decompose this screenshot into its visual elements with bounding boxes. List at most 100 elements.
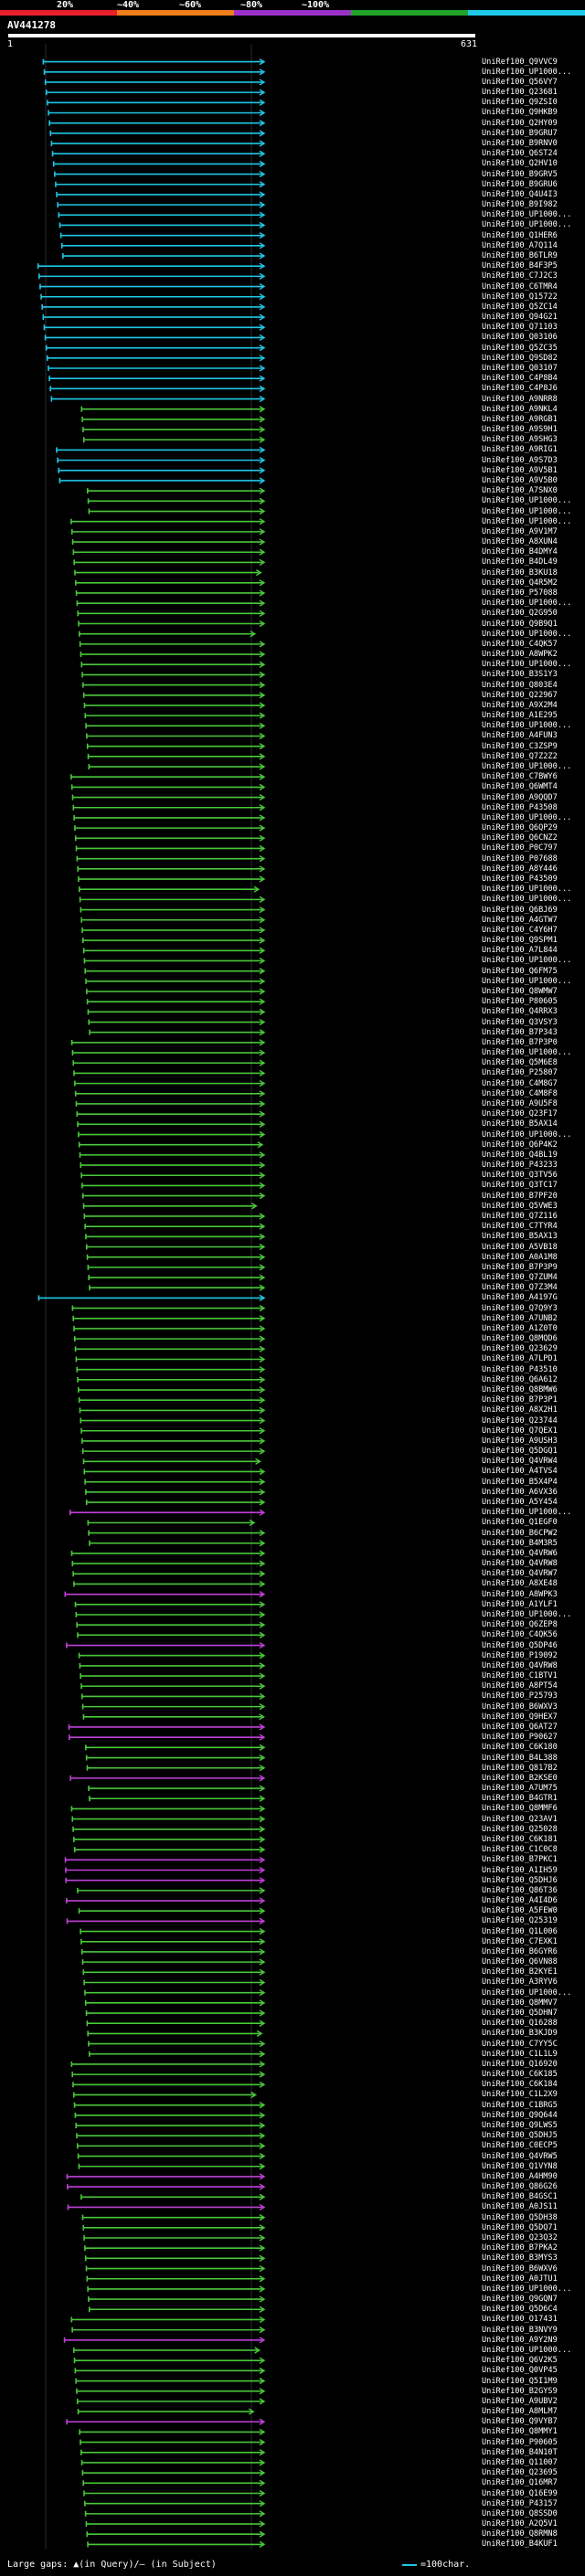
hit-label[interactable]: UniRef100_A5FEW0 — [482, 1906, 558, 1916]
hit-label[interactable]: UniRef100_A9NRR8 — [482, 394, 558, 404]
hit-label[interactable]: UniRef100_UP1000... — [482, 496, 572, 506]
hit-label[interactable]: UniRef100_A9RIG1 — [482, 445, 558, 455]
hit-label[interactable]: UniRef100_P43510 — [482, 1364, 558, 1374]
hit-label[interactable]: UniRef100_B7PF20 — [482, 1191, 558, 1201]
hit-label[interactable]: UniRef100_P57088 — [482, 588, 558, 598]
hit-label[interactable]: UniRef100_Q1L006 — [482, 1926, 558, 1936]
hit-label[interactable]: UniRef100_Q1EGF0 — [482, 1518, 558, 1528]
hit-label[interactable]: UniRef100_C7BWY6 — [482, 772, 558, 782]
hit-label[interactable]: UniRef100_C1BRG5 — [482, 2100, 558, 2110]
hit-label[interactable]: UniRef100_A8PT54 — [482, 1681, 558, 1691]
hit-label[interactable]: UniRef100_Q5DHJ6 — [482, 1875, 558, 1885]
hit-label[interactable]: UniRef100_Q3TV56 — [482, 1171, 558, 1181]
hit-label[interactable]: UniRef100_A8WPK3 — [482, 1589, 558, 1599]
hit-label[interactable]: UniRef100_Q3VSY3 — [482, 1017, 558, 1027]
hit-label[interactable]: UniRef100_B3MYS3 — [482, 2253, 558, 2263]
hit-label[interactable]: UniRef100_A5Y454 — [482, 1498, 558, 1508]
hit-label[interactable]: UniRef100_B6GYR6 — [482, 1946, 558, 1956]
hit-label[interactable]: UniRef100_Q5VWE3 — [482, 1201, 558, 1211]
hit-label[interactable]: UniRef100_A7Q114 — [482, 240, 558, 250]
hit-label[interactable]: UniRef100_UP1000... — [482, 599, 572, 609]
hit-label[interactable]: UniRef100_P07688 — [482, 853, 558, 864]
hit-label[interactable]: UniRef100_B9GRU7 — [482, 128, 558, 138]
hit-label[interactable]: UniRef100_Q86G26 — [482, 2182, 558, 2192]
hit-label[interactable]: UniRef100_Q7ZUM4 — [482, 1273, 558, 1283]
hit-label[interactable]: UniRef100_Q15722 — [482, 292, 558, 302]
hit-label[interactable]: UniRef100_A9V5B1 — [482, 465, 558, 475]
hit-label[interactable]: UniRef100_C6TMR4 — [482, 281, 558, 292]
hit-label[interactable]: UniRef100_Q5I1M9 — [482, 2376, 558, 2386]
hit-label[interactable]: UniRef100_A9Y2N9 — [482, 2335, 558, 2345]
hit-label[interactable]: UniRef100_A9SHG3 — [482, 435, 558, 445]
hit-label[interactable]: UniRef100_B5AX13 — [482, 1232, 558, 1242]
hit-label[interactable]: UniRef100_A4197G — [482, 1293, 558, 1303]
hit-label[interactable]: UniRef100_B9GRU6 — [482, 179, 558, 189]
hit-label[interactable]: UniRef100_Q3TC17 — [482, 1181, 558, 1191]
hit-label[interactable]: UniRef100_B6WXV3 — [482, 1701, 558, 1712]
hit-label[interactable]: UniRef100_C7TYR4 — [482, 1222, 558, 1232]
hit-label[interactable]: UniRef100_B3KJD9 — [482, 2029, 558, 2039]
hit-label[interactable]: UniRef100_Q8MMV7 — [482, 1998, 558, 2008]
hit-label[interactable]: UniRef100_A8XE48 — [482, 1579, 558, 1589]
hit-label[interactable]: UniRef100_A9U5F8 — [482, 1098, 558, 1108]
hit-label[interactable]: UniRef100_P43509 — [482, 875, 558, 885]
hit-label[interactable]: UniRef100_Q6ST24 — [482, 149, 558, 159]
hit-label[interactable]: UniRef100_UP1000... — [482, 629, 572, 639]
hit-label[interactable]: UniRef100_Q94G21 — [482, 313, 558, 323]
hit-label[interactable]: UniRef100_Q9Q644 — [482, 2110, 558, 2120]
hit-label[interactable]: UniRef100_Q5DGQ1 — [482, 1447, 558, 1457]
hit-label[interactable]: UniRef100_A0A1M8 — [482, 1252, 558, 1262]
hit-label[interactable]: UniRef100_UP1000... — [482, 1988, 572, 1998]
hit-label[interactable]: UniRef100_B6WXV6 — [482, 2263, 558, 2274]
hit-label[interactable]: UniRef100_A1Z0T0 — [482, 1323, 558, 1333]
hit-label[interactable]: UniRef100_A9V1M7 — [482, 526, 558, 536]
hit-label[interactable]: UniRef100_P25807 — [482, 1068, 558, 1078]
hit-label[interactable]: UniRef100_B7P3P9 — [482, 1262, 558, 1272]
hit-label[interactable]: UniRef100_A8WPK2 — [482, 650, 558, 660]
hit-label[interactable]: UniRef100_Q4R5M2 — [482, 578, 558, 588]
hit-label[interactable]: UniRef100_B7PKC1 — [482, 1855, 558, 1865]
hit-label[interactable]: UniRef100_Q8MMF6 — [482, 1804, 558, 1814]
hit-label[interactable]: UniRef100_C6K180 — [482, 1743, 558, 1753]
hit-label[interactable]: UniRef100_UP1000... — [482, 210, 572, 220]
hit-label[interactable]: UniRef100_Q8RMN8 — [482, 2529, 558, 2539]
hit-label[interactable]: UniRef100_A4HM90 — [482, 2171, 558, 2181]
hit-label[interactable]: UniRef100_Q4VRW8 — [482, 1559, 558, 1569]
hit-label[interactable]: UniRef100_Q5DH38 — [482, 2212, 558, 2222]
hit-label[interactable]: UniRef100_B2KYE1 — [482, 1967, 558, 1977]
hit-label[interactable]: UniRef100_UP1000... — [482, 721, 572, 731]
hit-label[interactable]: UniRef100_C6K184 — [482, 2080, 558, 2090]
hit-label[interactable]: UniRef100_Q9B9Q1 — [482, 619, 558, 629]
hit-label[interactable]: UniRef100_A1IH59 — [482, 1865, 558, 1875]
hit-label[interactable]: UniRef100_Q6BJ69 — [482, 905, 558, 915]
hit-label[interactable]: UniRef100_Q7Z2Z2 — [482, 751, 558, 761]
hit-label[interactable]: UniRef100_B7P343 — [482, 1027, 558, 1037]
hit-label[interactable]: UniRef100_C7YY5C — [482, 2039, 558, 2049]
hit-label[interactable]: UniRef100_A7SNX0 — [482, 486, 558, 496]
hit-label[interactable]: UniRef100_C4P8B4 — [482, 374, 558, 384]
hit-label[interactable]: UniRef100_UP1000... — [482, 812, 572, 822]
hit-label[interactable]: UniRef100_Q23695 — [482, 2468, 558, 2478]
hit-label[interactable]: UniRef100_A9V5B0 — [482, 475, 558, 485]
hit-label[interactable]: UniRef100_Q25319 — [482, 1916, 558, 1926]
hit-label[interactable]: UniRef100_A9S9H1 — [482, 425, 558, 435]
hit-label[interactable]: UniRef100_A9NKL4 — [482, 404, 558, 414]
hit-label[interactable]: UniRef100_C3ZSP9 — [482, 741, 558, 751]
hit-label[interactable]: UniRef100_Q8WMW7 — [482, 987, 558, 996]
hit-label[interactable]: UniRef100_Q16MR7 — [482, 2478, 558, 2488]
hit-label[interactable]: UniRef100_B3S1Y3 — [482, 670, 558, 680]
hit-label[interactable]: UniRef100_UP1000... — [482, 67, 572, 77]
hit-label[interactable]: UniRef100_Q6VN88 — [482, 1957, 558, 1967]
hit-label[interactable]: UniRef100_B4F3P5 — [482, 261, 558, 271]
hit-label[interactable]: UniRef100_P43508 — [482, 802, 558, 812]
hit-label[interactable]: UniRef100_B9RNV0 — [482, 139, 558, 149]
hit-label[interactable]: UniRef100_UP1000... — [482, 885, 572, 895]
hit-label[interactable]: UniRef100_A9UBV2 — [482, 2396, 558, 2406]
hit-label[interactable]: UniRef100_B4KUF1 — [482, 2539, 558, 2549]
hit-label[interactable]: UniRef100_Q4VRW8 — [482, 1660, 558, 1670]
hit-label[interactable]: UniRef100_UP1000... — [482, 956, 572, 966]
hit-label[interactable]: UniRef100_A0JS11 — [482, 2202, 558, 2212]
hit-label[interactable]: UniRef100_Q9VVC9 — [482, 57, 558, 67]
hit-label[interactable]: UniRef100_P90627 — [482, 1733, 558, 1743]
hit-label[interactable]: UniRef100_A9S7D3 — [482, 455, 558, 465]
